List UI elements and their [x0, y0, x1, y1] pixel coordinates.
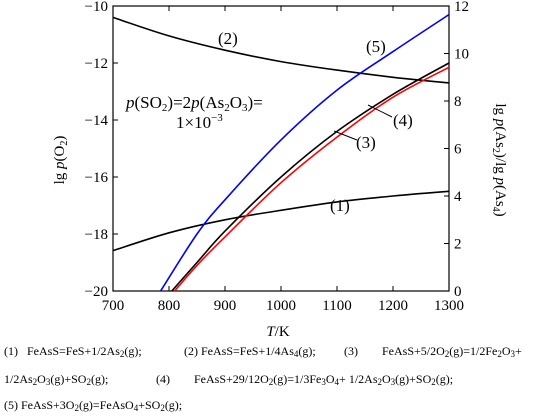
x-tick-label: 1300 — [434, 298, 464, 314]
x-tick-label: 800 — [158, 298, 181, 314]
chart: 700 800 900 1000 1100 1200 1300 −20 −18 −16 −14 −12… — [52, 0, 508, 340]
reaction-5: (5) FeAsS+3O2(g)=FeAsO4+SO2(g); — [4, 398, 183, 413]
series-label-5: (5) — [366, 37, 386, 56]
series-line-2 — [112, 16, 450, 84]
series-label-2: (2) — [218, 29, 238, 48]
y-right-tick-label: 10 — [454, 47, 469, 63]
series-label-3: (3) — [356, 133, 376, 152]
reaction-2: (2) FeAsS=FeS+1/4As4(g); — [184, 344, 316, 359]
y-axis-label-left: lg p(O2) — [52, 136, 70, 185]
x-tick-label: 1000 — [266, 298, 296, 314]
x-tick-label: 700 — [102, 298, 125, 314]
series-layer — [112, 13, 450, 292]
series-line-5 — [159, 13, 450, 292]
x-axis-label: T/K — [266, 324, 290, 340]
y-right-tick-label: 6 — [454, 142, 462, 158]
y-axis-label-right: lg p(As2)/lg p(As4) — [490, 103, 508, 216]
x-tick-label: 1200 — [378, 298, 408, 314]
series-line-1 — [112, 190, 450, 252]
y-right-tick-label: 2 — [454, 237, 462, 253]
y-right-tick-label: 0 — [454, 284, 462, 300]
y-left-tick-label: −18 — [85, 227, 108, 243]
y-left-tick-label: −12 — [85, 56, 108, 72]
series-line-4 — [173, 66, 450, 292]
y-left-tick-label: −16 — [85, 170, 109, 186]
y-right-tick-label: 8 — [454, 94, 462, 110]
series-label-4: (4) — [393, 111, 413, 130]
leader-line-4 — [367, 104, 393, 118]
x-tick-label: 1100 — [322, 298, 351, 314]
leader-line-3 — [333, 130, 358, 141]
reaction-3-cont: 1/2As2O3(g)+SO2(g); — [4, 372, 109, 387]
series-label-1: (1) — [330, 196, 350, 215]
y-left-tick-label: −14 — [85, 113, 109, 129]
ticks-layer: 700 800 900 1000 1100 1200 1300 −20 −18 −16 −14 −12… — [85, 0, 469, 314]
series-line-3 — [171, 62, 450, 292]
y-right-tick-label: 4 — [454, 189, 462, 205]
reaction-3: (3) FeAsS+5/2O2(g)=1/2Fe2O3+ — [344, 344, 522, 359]
condition-line-2: 1×10−3 — [176, 112, 223, 132]
y-left-tick-label: −20 — [85, 284, 108, 300]
condition-line-1: p(SO2)=2p(As2O3)= — [125, 93, 263, 114]
x-tick-label: 900 — [214, 298, 237, 314]
reaction-4: (4) FeAsS+29/12O2(g)=1/3Fe3O4+ 1/2As2O3(… — [156, 372, 454, 387]
y-left-tick-label: −10 — [85, 0, 108, 15]
y-right-tick-label: 12 — [454, 0, 469, 15]
reaction-1: (1) FeAsS=FeS+1/2As2(g); — [4, 344, 142, 359]
